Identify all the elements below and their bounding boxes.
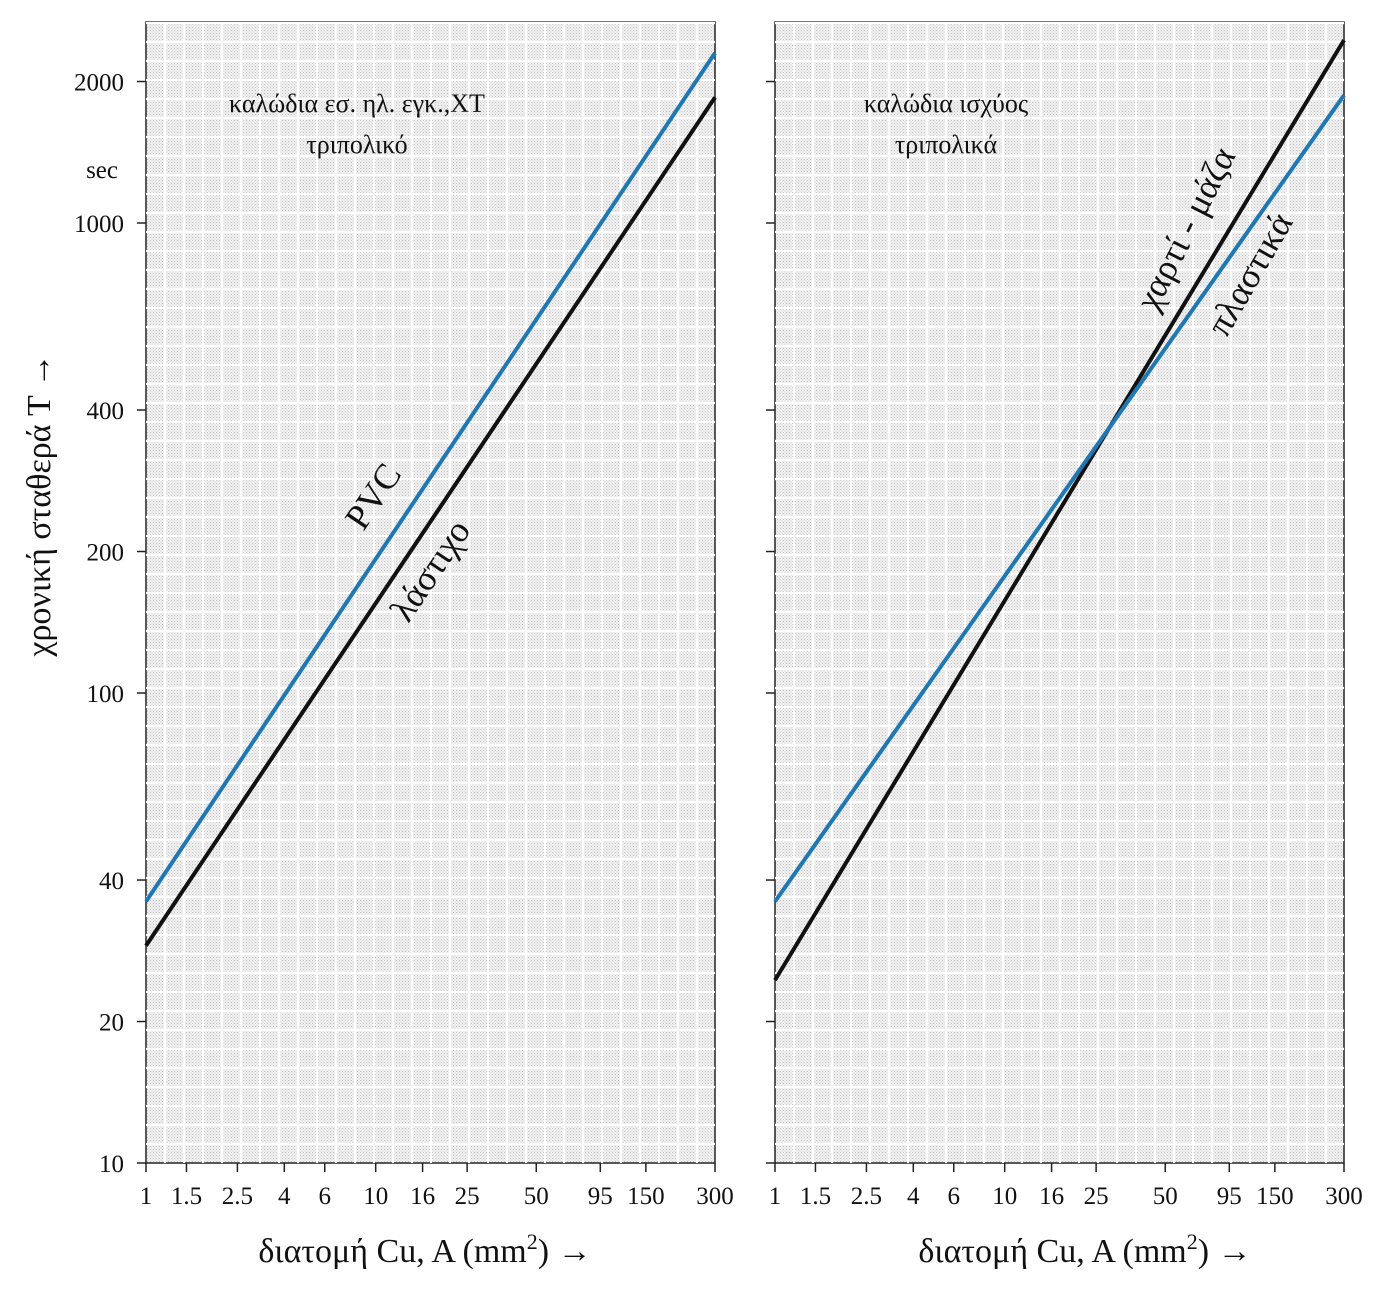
x-tick-label: 95 (1217, 1183, 1242, 1210)
series-line-left-1 (144, 96, 717, 947)
left-annotation-line-1: καλώδια εσ. ηλ. εγκ.,ΧΤ (229, 89, 485, 118)
x-tick-label: 95 (588, 1183, 613, 1210)
y-unit-label: sec (86, 157, 118, 184)
y-tick-label: 400 (87, 398, 125, 425)
x-tick-label: 2.5 (222, 1183, 253, 1210)
series-line-left-0 (144, 51, 717, 903)
y-tick-label: 2000 (74, 70, 124, 97)
y-tick-label: 20 (99, 1010, 124, 1037)
y-axis-title: χρονική σταθερά T → (21, 353, 58, 657)
series-line-right-1 (773, 94, 1346, 903)
right-x-axis-title: διατομή Cu, A (mm2) → (918, 1229, 1251, 1270)
y-tick-label: 40 (99, 868, 124, 895)
x-tick-label: 1 (769, 1183, 782, 1210)
x-tick-label: 10 (363, 1183, 388, 1210)
x-tick-label: 4 (278, 1183, 291, 1210)
x-tick-label: 300 (696, 1183, 734, 1210)
left-grid (146, 21, 715, 1163)
x-tick-label: 150 (1256, 1183, 1294, 1210)
left-ticks: 1 1.5 2.5 4 6 10 16 25 50 95 150 300 (137, 80, 734, 1210)
x-tick-label: 1.5 (171, 1183, 202, 1210)
left-annotation-line-2: τριπολικό (306, 130, 407, 159)
x-tick-label: 4 (907, 1183, 920, 1210)
left-y-ticks: 10 20 40 100 200 400 1000 2000 (74, 70, 124, 1178)
x-tick-label: 50 (1153, 1183, 1178, 1210)
right-grid (775, 21, 1344, 1163)
x-tick-label: 50 (524, 1183, 549, 1210)
left-series-group (144, 51, 717, 947)
x-tick-label: 1 (140, 1183, 153, 1210)
y-tick-label: 200 (87, 540, 125, 567)
x-tick-label: 25 (1084, 1183, 1109, 1210)
series-line-right-0 (773, 39, 1346, 982)
left-x-axis-title: διατομή Cu, A (mm2) → (258, 1229, 591, 1270)
x-tick-label: 16 (1039, 1183, 1064, 1210)
x-tick-label: 16 (410, 1183, 435, 1210)
y-tick-label: 1000 (74, 211, 124, 238)
right-series-group (773, 39, 1346, 982)
x-tick-label: 2.5 (851, 1183, 882, 1210)
right-annotation-line-1: καλώδια ισχύος (864, 89, 1029, 118)
left-chart: 1 1.5 2.5 4 6 10 16 25 50 95 150 300 10 20 40 100 200 40… (21, 21, 734, 1270)
x-tick-label: 1.5 (800, 1183, 831, 1210)
x-tick-label: 6 (947, 1183, 960, 1210)
y-tick-label: 100 (87, 681, 125, 708)
right-annotation-line-2: τριπολικά (895, 130, 998, 159)
y-tick-label: 10 (99, 1151, 124, 1178)
x-tick-label: 6 (318, 1183, 331, 1210)
x-tick-label: 150 (627, 1183, 665, 1210)
x-tick-label: 10 (992, 1183, 1017, 1210)
x-tick-label: 25 (455, 1183, 480, 1210)
right-chart: 1 1.5 2.5 4 6 10 16 25 50 95 150 300 καλώδια ισχύος… (766, 21, 1363, 1270)
x-tick-label: 300 (1325, 1183, 1363, 1210)
right-ticks: 1 1.5 2.5 4 6 10 16 25 50 95 150 300 (766, 80, 1363, 1210)
